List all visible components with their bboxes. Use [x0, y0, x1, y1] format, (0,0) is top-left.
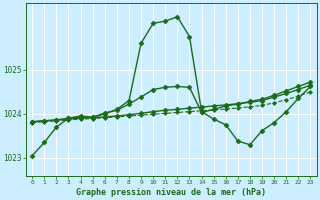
X-axis label: Graphe pression niveau de la mer (hPa): Graphe pression niveau de la mer (hPa) [76, 188, 266, 197]
